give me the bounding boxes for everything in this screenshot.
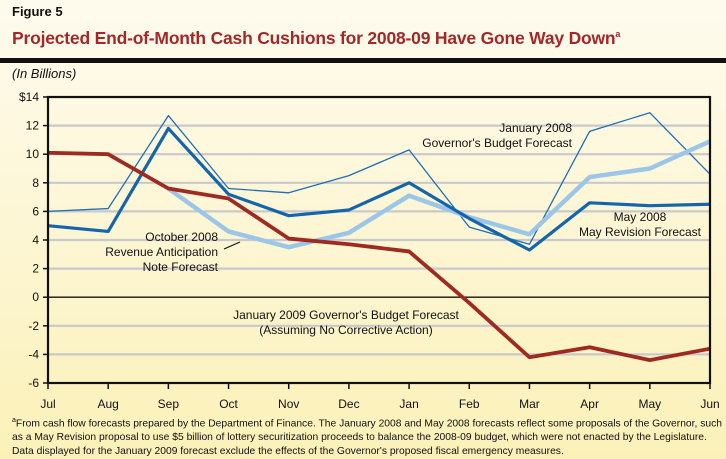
x-tick-label: Nov xyxy=(278,397,299,411)
series-label-0: Governor's Budget Forecast xyxy=(422,136,572,150)
x-tick-label: Dec xyxy=(338,397,359,411)
figure-label: Figure 5 xyxy=(12,4,63,19)
x-tick-label: Mar xyxy=(519,397,540,411)
y-tick-label: $14 xyxy=(19,90,39,104)
series-line-2 xyxy=(47,126,711,252)
footnote: aFrom cash flow forecasts prepared by th… xyxy=(12,414,722,459)
series-label-3: (Assuming No Corrective Action) xyxy=(259,323,432,337)
series-line-3 xyxy=(47,150,711,363)
title-rule xyxy=(0,58,726,63)
footnote-mark: a xyxy=(12,417,16,424)
x-tick-label: Apr xyxy=(580,397,599,411)
unit-label: (In Billions) xyxy=(12,66,77,81)
y-tick-label: 2 xyxy=(32,262,39,276)
series-label-3: January 2009 Governor's Budget Forecast xyxy=(233,308,459,322)
y-tick-label: -4 xyxy=(28,347,39,361)
series-line-1 xyxy=(167,139,711,250)
x-tick-label: Feb xyxy=(459,397,480,411)
series-label-2: May Revision Forecast xyxy=(579,225,702,239)
footnote-text: From cash flow forecasts prepared by the… xyxy=(12,418,722,458)
chart-title-text: Projected End-of-Month Cash Cushions for… xyxy=(12,28,616,48)
y-tick-label: 6 xyxy=(32,204,39,218)
series-line-0 xyxy=(47,112,711,245)
y-tick-label: 10 xyxy=(26,147,40,161)
series-label-1: October 2008 xyxy=(145,230,218,244)
y-tick-label: 4 xyxy=(32,233,39,247)
x-tick-label: Jan xyxy=(399,397,418,411)
series-label-0: January 2008 xyxy=(499,121,572,135)
x-tick-label: Aug xyxy=(98,397,119,411)
series-label-1: Revenue Anticipation xyxy=(105,245,218,259)
series-label-1: Note Forecast xyxy=(143,260,219,274)
y-tick-label: 12 xyxy=(26,119,40,133)
x-tick-label: Oct xyxy=(219,397,238,411)
label-leader-line xyxy=(223,241,241,250)
y-tick-label: 8 xyxy=(32,176,39,190)
x-tick-label: Sep xyxy=(158,397,180,411)
y-tick-label: -6 xyxy=(28,376,39,390)
y-tick-label: 0 xyxy=(32,290,39,304)
x-tick-label: Jul xyxy=(40,397,55,411)
y-tick-label: -2 xyxy=(28,319,39,333)
series-label-2: May 2008 xyxy=(614,210,667,224)
chart-title: Projected End-of-Month Cash Cushions for… xyxy=(12,28,620,49)
title-footnote-mark: a xyxy=(615,29,621,40)
x-tick-label: May xyxy=(638,397,661,411)
x-tick-label: Jun xyxy=(700,397,719,411)
